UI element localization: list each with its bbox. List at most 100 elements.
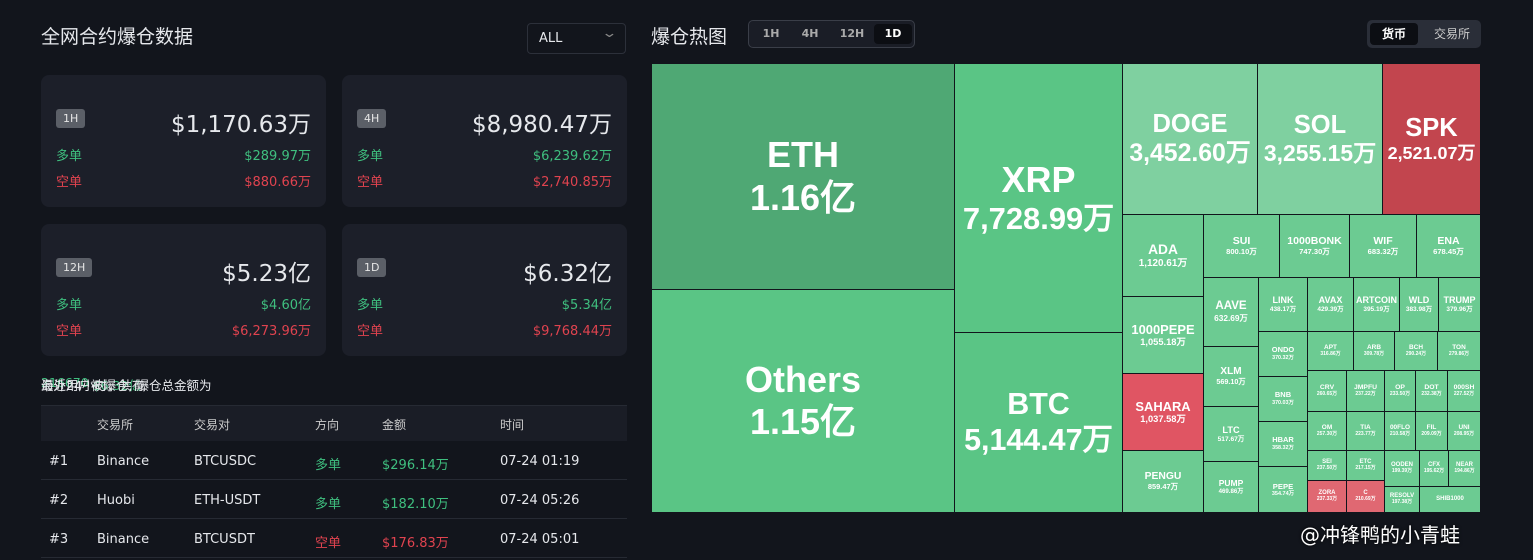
heatmap-tile[interactable]: WIF 683.32万: [1350, 215, 1416, 277]
stat-card: 12H $5.23亿 多单 $4.60亿 空单 $6,273.96万: [41, 224, 326, 356]
heatmap-tile[interactable]: LTC 517.67万: [1204, 407, 1258, 461]
tile-value: 227.52万: [1453, 391, 1475, 398]
rank: #1: [49, 454, 69, 469]
heatmap-tile[interactable]: NEAR 194.86万: [1449, 451, 1480, 486]
tile-value: 197.38万: [1391, 499, 1413, 506]
heatmap-tile[interactable]: XRP 7,728.99万: [955, 64, 1122, 332]
heatmap-tile[interactable]: CRV 260.65万: [1308, 371, 1346, 411]
heatmap-tile[interactable]: PUMP 469.86万: [1204, 462, 1258, 512]
stat-card: 1H $1,170.63万 多单 $289.97万 空单 $880.66万: [41, 75, 326, 207]
tile-label: DOT: [1424, 384, 1439, 392]
short-label: 空单: [56, 324, 83, 339]
heatmap-tile[interactable]: ENA 678.45万: [1417, 215, 1480, 277]
heatmap-tile[interactable]: ETC 217.15万: [1347, 451, 1384, 480]
tile-label: FIL: [1426, 424, 1437, 432]
heatmap-tile[interactable]: ARTCOIN 395.19万: [1354, 278, 1399, 331]
heatmap-tile[interactable]: 1000PEPE 1,055.18万: [1123, 297, 1203, 373]
heatmap-tile[interactable]: DOT 232.38万: [1416, 371, 1447, 411]
heatmap-tile[interactable]: WLD 383.98万: [1400, 278, 1438, 331]
heatmap-tile[interactable]: 000SH 227.52万: [1448, 371, 1480, 411]
period-tab[interactable]: 1D: [874, 24, 912, 44]
heatmap-tile[interactable]: SUI 800.10万: [1204, 215, 1279, 277]
heatmap-tile[interactable]: SAHARA 1,037.58万: [1123, 374, 1203, 450]
view-tab[interactable]: 货币: [1370, 23, 1418, 45]
heatmap-tile[interactable]: TON 279.86万: [1438, 332, 1480, 370]
heatmap-tile[interactable]: OODEN 199.39万: [1385, 451, 1419, 486]
tile-label: TIA: [1360, 424, 1371, 432]
heatmap-tile[interactable]: SHIB1000: [1420, 487, 1480, 512]
heatmap-tile[interactable]: SOL 3,255.15万: [1258, 64, 1382, 214]
tile-value: 469.86万: [1218, 488, 1244, 496]
period-badge: 1H: [56, 109, 86, 128]
period-tab[interactable]: 4H: [801, 27, 819, 40]
tile-value: 438.17万: [1269, 305, 1297, 313]
short-label: 空单: [357, 175, 384, 190]
tile-value: 7,728.99万: [962, 200, 1115, 236]
heatmap-tile[interactable]: HBAR 358.32万: [1259, 422, 1307, 466]
heatmap-tile[interactable]: ZORA 237.33万: [1308, 481, 1346, 512]
tile-value: 1.16亿: [749, 176, 857, 218]
amount: $296.14万: [382, 458, 449, 473]
long-label: 多单: [357, 149, 384, 164]
tile-value: 210.69万: [1355, 496, 1376, 503]
heatmap-tile[interactable]: BTC 5,144.47万: [955, 333, 1122, 512]
view-tab[interactable]: 交易所: [1433, 27, 1470, 41]
heatmap-tile[interactable]: LINK 438.17万: [1259, 278, 1307, 331]
heatmap-tile[interactable]: APT 316.86万: [1308, 332, 1353, 370]
heatmap-tile[interactable]: PEPE 354.74万: [1259, 467, 1307, 512]
heatmap-tile[interactable]: RESOLV 197.38万: [1385, 487, 1419, 512]
heatmap-tile[interactable]: C 210.69万: [1347, 481, 1384, 512]
heatmap-tile[interactable]: FIL 209.09万: [1416, 412, 1447, 450]
heatmap-tile[interactable]: 1000BONK 747.30万: [1280, 215, 1349, 277]
heatmap-tile[interactable]: UNI 208.95万: [1448, 412, 1480, 450]
period-tab[interactable]: 1H: [762, 27, 780, 40]
heatmap-tile[interactable]: TRUMP 379.96万: [1439, 278, 1480, 331]
heatmap-tile[interactable]: BCH 290.24万: [1395, 332, 1437, 370]
heatmap-tile[interactable]: 00FLO 210.58万: [1385, 412, 1415, 450]
tile-label: BTC: [1007, 386, 1070, 421]
heatmap-tile[interactable]: ADA 1,120.61万: [1123, 215, 1203, 296]
heatmap-tile[interactable]: OP 233.50万: [1385, 371, 1415, 411]
heatmap-tile[interactable]: DOGE 3,452.60万: [1123, 64, 1257, 214]
short-label: 空单: [357, 324, 384, 339]
heatmap-tile[interactable]: ONDO 370.32万: [1259, 332, 1307, 376]
heatmap-tile[interactable]: PENGU 859.47万: [1123, 451, 1203, 512]
heatmap-tile[interactable]: TIA 223.77万: [1347, 412, 1384, 450]
long-label: 多单: [56, 298, 83, 313]
time: 07-24 01:19: [500, 454, 580, 469]
dropdown-arrow: ⌄: [601, 26, 618, 41]
tile-label: LINK: [1272, 295, 1294, 306]
pair: BTCUSDC: [194, 454, 257, 469]
tile-value: 257.30万: [1316, 430, 1338, 437]
short-amount: $880.66万: [244, 175, 311, 190]
heatmap-tile[interactable]: OM 257.30万: [1308, 412, 1346, 450]
heatmap-tile[interactable]: XLM 569.10万: [1204, 347, 1258, 406]
tile-label: SPK: [1405, 114, 1458, 143]
tile-label: APT: [1324, 344, 1337, 352]
heatmap-tile[interactable]: JMPFU 237.22万: [1347, 371, 1384, 411]
heatmap-tile[interactable]: CFX 195.62万: [1420, 451, 1448, 486]
tile-value: 517.67万: [1217, 435, 1245, 443]
heatmap-tile[interactable]: AAVE 632.69万: [1204, 278, 1258, 346]
tile-value: 208.95万: [1453, 430, 1475, 437]
time: 07-24 05:01: [500, 532, 580, 547]
tile-label: TON: [1452, 344, 1466, 352]
heatmap-tile[interactable]: AVAX 429.39万: [1308, 278, 1353, 331]
period-tab[interactable]: 12H: [839, 27, 865, 40]
column-header: 交易所: [97, 418, 134, 432]
tile-label: SEI: [1322, 459, 1332, 466]
tile-label: 00FLO: [1389, 424, 1411, 432]
tile-value: 859.47万: [1147, 482, 1179, 492]
heatmap-tile[interactable]: SPK 2,521.07万: [1383, 64, 1480, 214]
heatmap-tile[interactable]: ARB 309.78万: [1354, 332, 1394, 370]
tile-label: SUI: [1232, 235, 1251, 248]
heatmap-tile[interactable]: ETH 1.16亿: [652, 64, 954, 289]
filter-dropdown[interactable]: ALL ⌄: [527, 23, 626, 54]
tile-value: 354.74万: [1271, 490, 1295, 497]
tile-label: ETH: [767, 134, 839, 176]
heatmap-tile[interactable]: SEI 237.50万: [1308, 451, 1346, 480]
tile-value: 747.30万: [1299, 246, 1330, 256]
heatmap-tile[interactable]: BNB 370.03万: [1259, 377, 1307, 421]
heatmap-title: 爆仓热图: [651, 26, 728, 48]
heatmap-tile[interactable]: Others 1.15亿: [652, 290, 954, 512]
